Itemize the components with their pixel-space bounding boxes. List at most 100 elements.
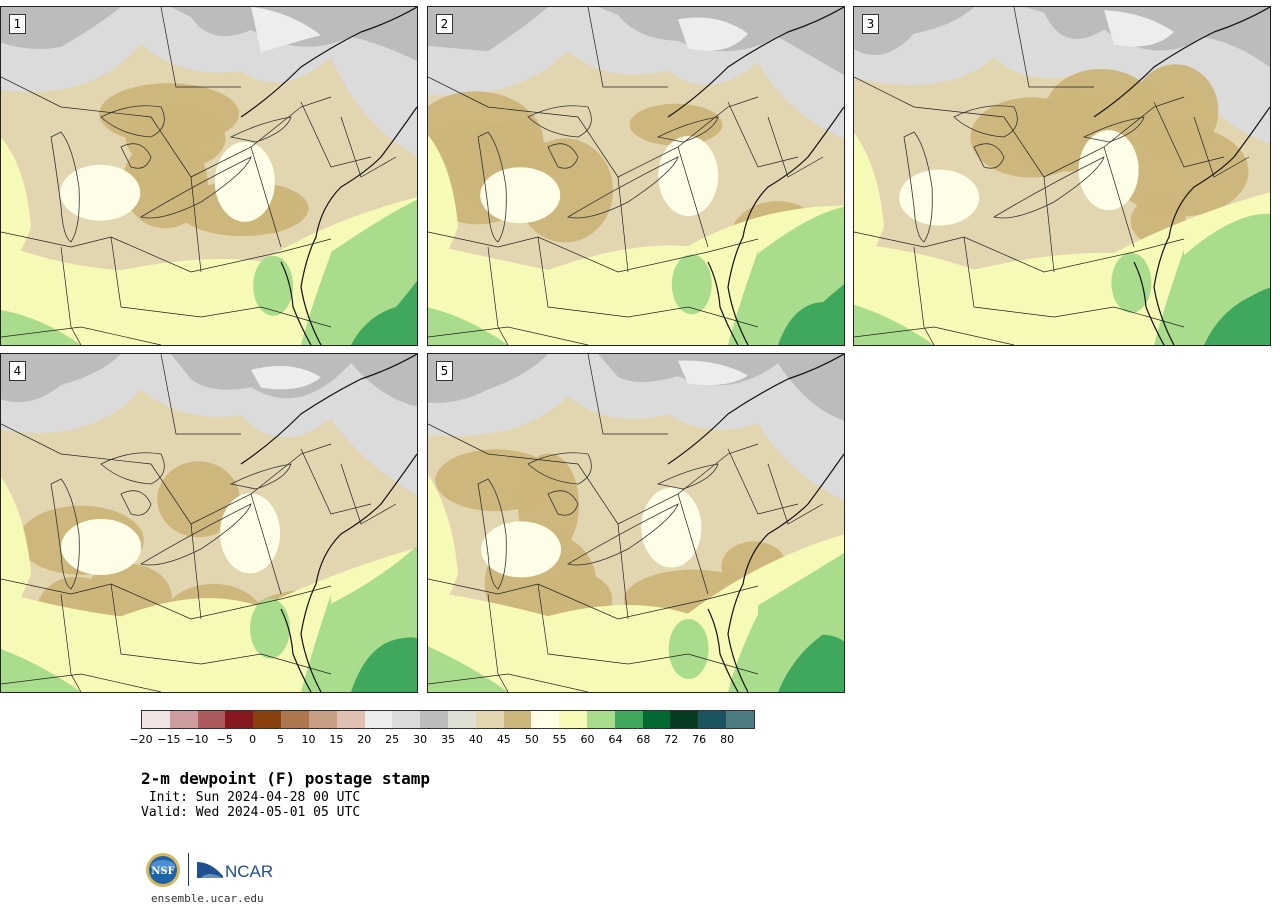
dewpoint-field [629, 103, 723, 146]
colorbar-ticks: −20 −15 −10 −5 0 5 10 15 20 25 30 35 40 45 50 55 60 64 68 7… [129, 733, 755, 747]
map-boundaries [854, 7, 1250, 345]
dewpoint-field [301, 199, 417, 345]
logo-divider [188, 853, 189, 886]
valid-time: Valid: Wed 2024-05-01 05 UTC [141, 805, 361, 820]
chart-title: 2-m dewpoint (F) postage stamp [141, 769, 430, 788]
map-panel-4[interactable]: 4 [0, 353, 418, 693]
colorbar-swatch [447, 711, 476, 728]
dewpoint-field [1204, 287, 1270, 345]
colorbar-swatch [308, 711, 337, 728]
colorbar-tick-label: 25 [385, 733, 400, 746]
dewpoint-field [899, 169, 980, 226]
colorbar-swatch [503, 711, 532, 728]
dewpoint-field [428, 134, 458, 277]
great-lakes [50, 452, 292, 590]
dewpoint-field [249, 598, 290, 659]
dewpoint-field [134, 148, 204, 198]
dewpoint-field [778, 284, 844, 345]
dewpoint-field [1, 137, 31, 277]
dewpoint-field [1, 309, 81, 345]
site-url: ensemble.ucar.edu [151, 892, 264, 905]
dewpoint-map [428, 7, 844, 345]
dewpoint-field [428, 474, 458, 624]
colorbar-swatch [531, 711, 560, 728]
dewpoint-field [251, 365, 321, 390]
title-block: 2-m dewpoint (F) postage stamp Init: Sun… [141, 769, 430, 820]
colorbar-tick-label: 55 [552, 733, 567, 746]
colorbar-tick-label: 45 [496, 733, 511, 746]
dewpoint-field [480, 167, 561, 224]
colorbar-swatch [587, 711, 615, 728]
map-panel-2[interactable]: 2 [427, 6, 845, 346]
dewpoint-field [1078, 130, 1139, 211]
dewpoint-field [351, 280, 417, 345]
colorbar-swatch [420, 711, 448, 728]
dewpoint-field [214, 141, 275, 222]
dewpoint-field [428, 354, 548, 403]
map-panel-5[interactable]: 5 [427, 353, 845, 693]
coastline [667, 354, 844, 692]
map-boundaries [1, 354, 397, 692]
ncar-logo-text: NCAR [225, 862, 273, 881]
dewpoint-field [60, 164, 141, 221]
dewpoint-field [658, 135, 719, 216]
colorbar-swatch [475, 711, 504, 728]
dewpoint-field [99, 83, 240, 145]
colorbar-tick-label: −15 [157, 733, 181, 746]
dewpoint-map [1, 7, 417, 345]
colorbar-tick-label: −20 [129, 733, 153, 746]
dewpoint-map [854, 7, 1270, 345]
dewpoint-field [854, 7, 974, 56]
colorbar-swatch [614, 711, 643, 728]
nsf-logo-icon: NSF [146, 853, 180, 887]
colorbar-swatch [281, 711, 309, 728]
member-label: 2 [436, 14, 453, 34]
colorbar-tick-label: 50 [524, 733, 539, 746]
colorbar-tick-label: −10 [185, 733, 209, 746]
colorbar-swatch [225, 711, 254, 728]
colorbar-swatch [642, 711, 671, 728]
dewpoint-map [428, 354, 844, 692]
dewpoint-field [854, 304, 934, 345]
colorbar-swatch [670, 711, 699, 728]
map-panel-1[interactable]: 1 [0, 6, 418, 346]
colorbar-swatch [698, 711, 727, 728]
great-lakes [477, 452, 719, 590]
dewpoint-field [678, 17, 748, 51]
coastline [240, 354, 417, 692]
dewpoint-field [641, 487, 702, 568]
colorbar-swatch [336, 711, 365, 728]
map-boundaries [428, 354, 824, 692]
dewpoint-field [61, 519, 142, 576]
dewpoint-field [428, 534, 844, 692]
dewpoint-field [1, 476, 31, 624]
coastline [240, 7, 417, 345]
colorbar-swatch [559, 711, 587, 728]
dewpoint-field [428, 7, 548, 52]
init-time: Init: Sun 2024-04-28 00 UTC [141, 790, 361, 805]
dewpoint-field [157, 461, 240, 538]
dewpoint-map [1, 354, 417, 692]
colorbar-swatch [364, 711, 393, 728]
colorbar-swatch [197, 711, 226, 728]
dewpoint-field [428, 307, 508, 345]
colorbar-swatch [169, 711, 198, 728]
dewpoint-field [351, 637, 417, 692]
dewpoint-field [251, 7, 321, 53]
coastline [667, 7, 844, 345]
map-panel-3[interactable]: 3 [853, 6, 1271, 346]
member-label: 4 [9, 361, 26, 381]
colorbar-tick-label: 64 [608, 733, 623, 746]
dewpoint-field [220, 493, 281, 574]
dewpoint-field [428, 354, 844, 501]
member-label: 5 [436, 361, 453, 381]
dewpoint-field [1114, 126, 1249, 217]
colorbar-tick-label: 30 [413, 733, 428, 746]
dewpoint-field [671, 254, 712, 315]
dewpoint-field [1104, 10, 1174, 47]
colorbar-tick-label: 72 [664, 733, 679, 746]
colorbar-tick-label: 10 [301, 733, 316, 746]
dewpoint-field [253, 255, 294, 316]
dewpoint-field [598, 354, 844, 421]
colorbar-tick-label: 0 [249, 733, 257, 746]
